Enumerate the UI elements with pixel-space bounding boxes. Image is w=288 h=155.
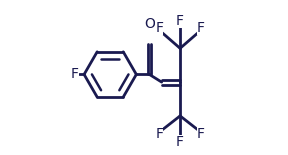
Text: F: F	[176, 14, 184, 28]
Text: F: F	[71, 67, 79, 81]
Text: F: F	[197, 127, 205, 141]
Text: F: F	[155, 127, 163, 141]
Text: F: F	[197, 21, 205, 35]
Text: F: F	[155, 21, 163, 35]
Text: F: F	[176, 135, 184, 149]
Text: O: O	[144, 17, 155, 31]
